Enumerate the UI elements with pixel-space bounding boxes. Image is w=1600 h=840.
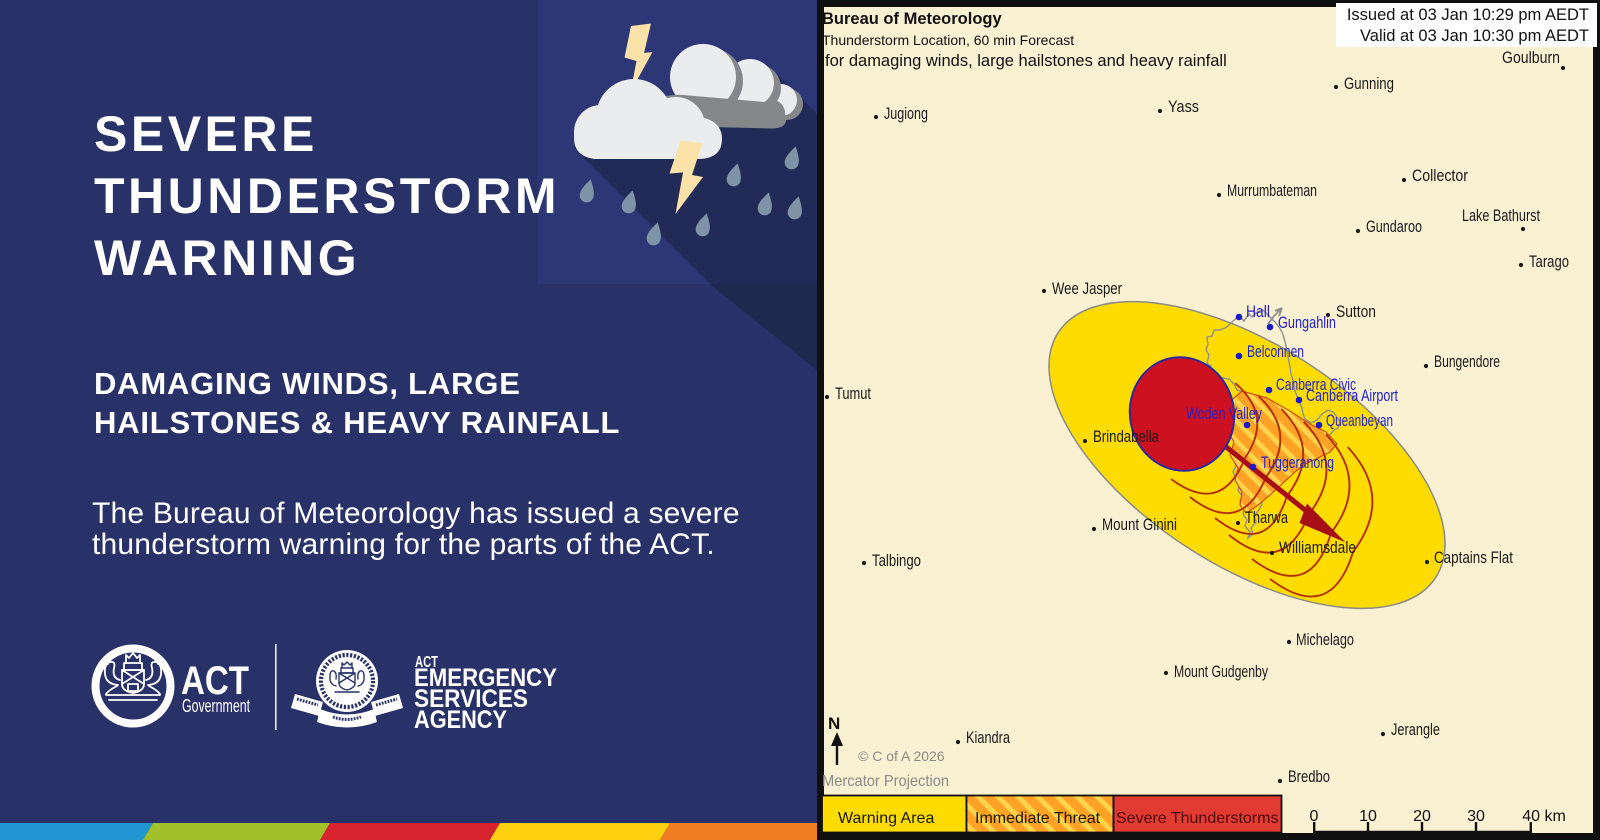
svg-text:20: 20 bbox=[1413, 808, 1431, 825]
svg-text:© C of A 2026: © C of A 2026 bbox=[858, 748, 945, 764]
svg-text:Gunning: Gunning bbox=[1344, 75, 1394, 93]
svg-text:Jerangle: Jerangle bbox=[1391, 721, 1440, 739]
svg-text:Government: Government bbox=[182, 696, 250, 716]
svg-text:0: 0 bbox=[1310, 808, 1319, 825]
svg-text:Canberra Airport: Canberra Airport bbox=[1306, 386, 1398, 405]
svg-text:Brindabella: Brindabella bbox=[1093, 428, 1160, 446]
svg-text:Williamsdale: Williamsdale bbox=[1279, 539, 1356, 557]
svg-text:Hall: Hall bbox=[1246, 302, 1270, 321]
svg-text:Mercator Projection: Mercator Projection bbox=[822, 773, 949, 790]
svg-text:Queanbeyan: Queanbeyan bbox=[1326, 411, 1393, 430]
svg-text:40 km: 40 km bbox=[1522, 808, 1566, 825]
svg-text:Jugiong: Jugiong bbox=[884, 105, 928, 123]
svg-text:10: 10 bbox=[1359, 808, 1377, 825]
svg-text:Bureau of Meteorology: Bureau of Meteorology bbox=[822, 10, 1003, 28]
svg-text:30: 30 bbox=[1467, 808, 1485, 825]
svg-text:Warning Area: Warning Area bbox=[838, 810, 934, 827]
svg-text:Severe Thunderstorms: Severe Thunderstorms bbox=[1116, 810, 1278, 827]
svg-text:ACT: ACT bbox=[415, 654, 438, 671]
svg-text:Michelago: Michelago bbox=[1296, 631, 1354, 649]
svg-text:Belconnen: Belconnen bbox=[1247, 342, 1304, 361]
svg-text:Woden Valley: Woden Valley bbox=[1186, 404, 1262, 423]
svg-text:Talbingo: Talbingo bbox=[872, 552, 921, 570]
svg-text:Tumut: Tumut bbox=[835, 385, 871, 403]
svg-text:Issued at 03 Jan 10:29 pm AEDT: Issued at 03 Jan 10:29 pm AEDT bbox=[1347, 6, 1589, 24]
svg-text:Captains Flat: Captains Flat bbox=[1434, 549, 1513, 567]
svg-text:Kiandra: Kiandra bbox=[966, 729, 1011, 747]
svg-text:Gundaroo: Gundaroo bbox=[1366, 218, 1422, 236]
svg-text:for damaging winds, large hail: for damaging winds, large hailstones and… bbox=[825, 52, 1227, 70]
svg-text:Tharwa: Tharwa bbox=[1245, 509, 1289, 527]
svg-text:Tuggeranong: Tuggeranong bbox=[1261, 453, 1334, 472]
svg-text:Goulburn: Goulburn bbox=[1502, 49, 1560, 67]
svg-text:EMERGENCY: EMERGENCY bbox=[414, 664, 557, 692]
svg-text:ACT: ACT bbox=[181, 659, 249, 703]
svg-text:Canberra Civic: Canberra Civic bbox=[1276, 375, 1356, 394]
svg-text:Valid at 03 Jan 10:30 pm AEDT: Valid at 03 Jan 10:30 pm AEDT bbox=[1360, 27, 1589, 45]
svg-text:Collector: Collector bbox=[1412, 167, 1468, 185]
svg-text:Mount Ginini: Mount Ginini bbox=[1102, 516, 1177, 534]
svg-text:Yass: Yass bbox=[1168, 98, 1199, 116]
svg-text:Murrumbateman: Murrumbateman bbox=[1227, 182, 1317, 200]
svg-text:Wee Jasper: Wee Jasper bbox=[1052, 280, 1122, 298]
svg-text:N: N bbox=[828, 714, 840, 733]
svg-text:Gungahlin: Gungahlin bbox=[1278, 313, 1336, 332]
svg-text:Bungendore: Bungendore bbox=[1434, 353, 1500, 371]
svg-text:Sutton: Sutton bbox=[1336, 303, 1376, 321]
svg-text:Tarago: Tarago bbox=[1529, 253, 1569, 271]
svg-text:Thunderstorm Location, 60 min: Thunderstorm Location, 60 min Forecast bbox=[822, 32, 1074, 48]
svg-text:AGENCY: AGENCY bbox=[414, 706, 507, 734]
svg-text:Lake Bathurst: Lake Bathurst bbox=[1462, 207, 1540, 225]
svg-text:Bredbo: Bredbo bbox=[1288, 768, 1330, 786]
svg-text:Immediate Threat: Immediate Threat bbox=[975, 810, 1101, 827]
svg-text:SERVICES: SERVICES bbox=[414, 685, 528, 713]
svg-text:Mount Gudgenby: Mount Gudgenby bbox=[1174, 663, 1269, 681]
